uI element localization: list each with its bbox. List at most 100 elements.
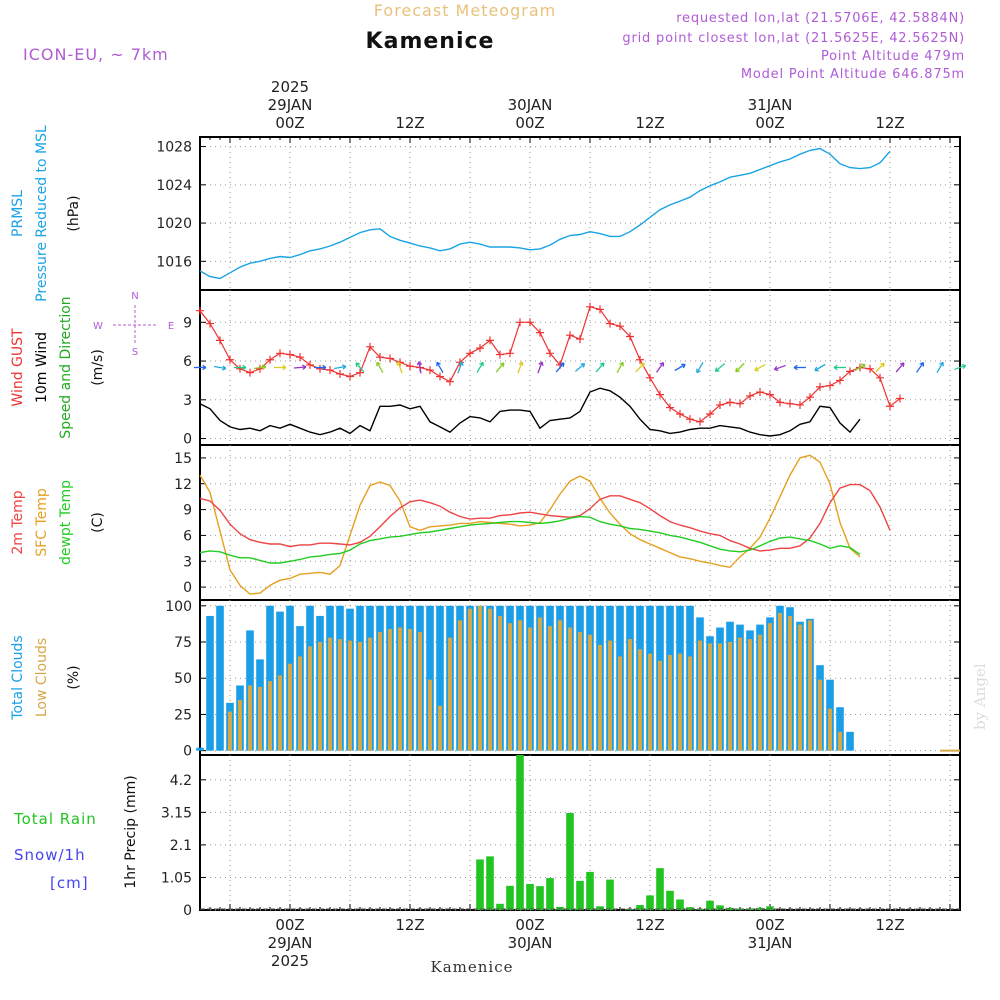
y-tick-label: 25 xyxy=(174,707,192,723)
precip-bar xyxy=(706,900,714,910)
precip-bar xyxy=(676,899,684,910)
wind-dir-arrow xyxy=(954,364,966,371)
low-cloud-bar xyxy=(548,626,552,751)
precip-bar xyxy=(556,906,564,910)
wind-gust-marker xyxy=(676,410,684,418)
wind-dir-arrowhead xyxy=(619,361,624,367)
panel-unit: (hPa) xyxy=(66,195,82,231)
wind-dir-arrowhead xyxy=(735,367,740,373)
y-tick-label: 6 xyxy=(183,528,192,544)
compass-e: E xyxy=(168,321,174,332)
wind-dir-arrowhead xyxy=(714,367,720,373)
bottom-time-label: 12Z xyxy=(875,916,904,934)
wind-gust-marker xyxy=(336,369,344,378)
wind-gust-marker xyxy=(746,391,754,400)
top-time-label: 29JAN xyxy=(268,96,313,114)
y-tick-label: 12 xyxy=(174,477,192,493)
low-cloud-bar xyxy=(408,628,412,751)
wind-gust-marker xyxy=(616,322,624,331)
precip-bar xyxy=(766,906,774,910)
y-tick-label: 1020 xyxy=(156,216,192,232)
low-cloud-bar xyxy=(398,627,402,751)
wind-dir-arrowhead xyxy=(599,362,605,367)
wind-dir-arrowhead xyxy=(773,365,779,372)
low-cloud-bar xyxy=(688,656,692,751)
y-tick-label: 3 xyxy=(183,554,192,570)
wind-dir-arrowhead xyxy=(538,361,544,366)
wind-gust-marker xyxy=(736,399,744,408)
low-cloud-bar xyxy=(388,628,392,751)
wind-dir-arrow xyxy=(293,366,307,369)
top-time-label: 31JAN xyxy=(748,96,793,114)
panel-frame xyxy=(199,136,961,291)
wind-dir-arrow xyxy=(376,361,384,374)
wind-gust-marker xyxy=(486,336,494,345)
panel-unit: (C) xyxy=(90,512,106,533)
low-cloud-bar xyxy=(228,711,232,751)
low-cloud-bar xyxy=(778,613,782,751)
wind-gust-marker xyxy=(636,355,644,364)
wind-gust-marker xyxy=(246,368,254,377)
wind-gust-marker xyxy=(846,367,854,376)
wind-gust-marker xyxy=(566,331,574,340)
requested-coords: requested lon,lat (21.5706E, 42.5884N) xyxy=(676,11,965,26)
low-cloud-bar xyxy=(568,627,572,751)
wind-gust-marker xyxy=(596,305,604,314)
compass-s: S xyxy=(132,347,138,358)
top-time-label: 2025 xyxy=(271,78,309,96)
panel-label: 10m Wind xyxy=(34,332,50,403)
wind-dir-arrowhead xyxy=(899,362,905,367)
wind-gust-marker xyxy=(236,364,244,373)
pressure-line xyxy=(199,147,891,280)
wind-dir-arrowhead xyxy=(282,364,287,371)
wind-gust-marker xyxy=(206,319,214,328)
y-tick-label: 1.05 xyxy=(161,870,192,886)
low-cloud-bar xyxy=(498,615,502,751)
low-cloud-bar xyxy=(798,624,802,751)
wind-gust-marker xyxy=(196,306,204,315)
footer-location: Kamenice xyxy=(431,958,514,976)
low-cloud-bar xyxy=(748,639,752,751)
wind-dir-arrow xyxy=(714,363,726,372)
y-tick-label: 0 xyxy=(183,903,192,919)
panel-label: Wind GUST xyxy=(10,328,26,407)
wind-gust-marker xyxy=(316,364,324,373)
low-cloud-bar xyxy=(598,644,602,751)
y-tick-label: 100 xyxy=(165,599,192,615)
wind-dir-arrowhead xyxy=(302,364,307,370)
total-cloud-bar xyxy=(426,605,434,751)
wind-gust-marker xyxy=(726,398,734,407)
precip-bar xyxy=(576,880,584,910)
top-time-label: 00Z xyxy=(755,114,784,132)
low-cloud-bar xyxy=(838,731,842,751)
wind-gust-marker xyxy=(496,350,504,359)
panel-label: SFC Temp xyxy=(34,488,50,557)
precip-bar xyxy=(536,886,544,910)
wind-gust-marker xyxy=(576,335,584,344)
low-cloud-bar xyxy=(278,675,282,751)
precip-bar xyxy=(566,812,574,910)
precip-bar xyxy=(596,906,604,910)
wind-dir-arrowhead xyxy=(376,361,381,367)
wind-gust-marker xyxy=(266,355,274,364)
wind-dir-arrowhead xyxy=(640,362,645,368)
wind-dir-arrowhead xyxy=(341,364,347,370)
wind-gust-marker xyxy=(446,377,454,386)
temp-2m-line xyxy=(199,483,891,552)
y-tick-label: 4.2 xyxy=(170,773,192,789)
total-cloud-bar xyxy=(196,747,204,751)
y-tick-label: 9 xyxy=(183,503,192,519)
wind-gust-marker xyxy=(476,344,484,353)
wind-dir-arrowhead xyxy=(458,361,464,366)
wind-dir-arrow xyxy=(476,361,484,374)
top-time-label: 12Z xyxy=(635,114,664,132)
wind-gust-marker xyxy=(506,349,514,358)
compass-w: W xyxy=(93,321,103,332)
low-cloud-bar xyxy=(258,686,262,751)
panel-label: Low Clouds xyxy=(34,638,50,717)
wind-dir-arrow xyxy=(517,361,523,374)
wind-dir-arrowhead xyxy=(396,361,402,366)
wind-dir-arrowhead xyxy=(580,362,586,368)
